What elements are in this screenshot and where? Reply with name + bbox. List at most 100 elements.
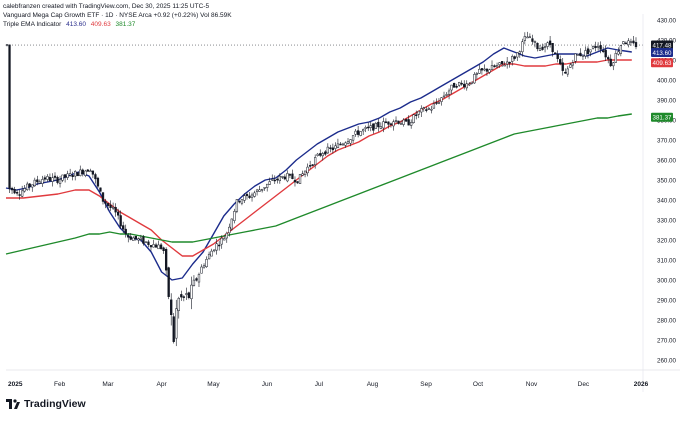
candle-body (298, 174, 302, 184)
candle-body (392, 121, 395, 127)
candle-body (106, 203, 110, 206)
candle-body (301, 173, 304, 176)
candle-body (356, 130, 360, 135)
candle-body (38, 181, 41, 184)
candle-body (364, 127, 367, 129)
candle-body (86, 169, 89, 172)
x-tick-label: 2025 (8, 381, 23, 388)
y-tick-label: 310.00 (657, 257, 676, 264)
candle-body (218, 244, 221, 247)
candle-body (475, 73, 479, 75)
candle-body (556, 54, 559, 60)
candle-body (172, 316, 175, 342)
candle-body (149, 245, 153, 248)
y-tick-label: 370.00 (657, 137, 676, 144)
tradingview-logo[interactable]: TradingView (6, 396, 86, 412)
candle-body (331, 147, 335, 151)
candle-body (18, 194, 21, 196)
candle-body (293, 179, 297, 183)
candle-body (526, 36, 529, 39)
x-tick-label: Feb (54, 381, 66, 388)
candle-body (351, 135, 355, 141)
candle-body (445, 94, 448, 96)
candle-body (74, 171, 77, 177)
candle-body (415, 114, 418, 116)
x-tick-label: Aug (367, 381, 379, 388)
candle-body (157, 244, 160, 250)
last-price-label-bg (651, 40, 673, 50)
candle-body (458, 82, 461, 86)
x-tick-label: Jul (315, 381, 324, 388)
candle-body (521, 41, 524, 53)
candle-body (440, 97, 443, 102)
candle-body (205, 259, 208, 267)
candle-body (463, 83, 466, 88)
candle-body (591, 46, 595, 49)
ema-fast-price-label-bg (651, 48, 673, 57)
candle-body (551, 43, 554, 53)
candle-body (564, 71, 567, 74)
candle-body (91, 170, 95, 175)
candle-body (210, 250, 213, 257)
candle-body (235, 199, 239, 212)
candle-body (584, 50, 587, 57)
candle-body (132, 237, 135, 241)
candle-body (225, 232, 228, 239)
ema-lines (5, 47, 632, 281)
candle-body (437, 102, 441, 104)
candle-body (541, 46, 544, 50)
candle-body (13, 189, 16, 194)
candle-body (369, 125, 372, 128)
candle-body (465, 83, 468, 89)
candle-body (212, 249, 216, 252)
candle-body (129, 236, 132, 240)
candle-body (483, 68, 486, 71)
candle-body (420, 108, 423, 113)
candle-body (377, 121, 380, 128)
candle-body (36, 179, 39, 183)
candle-body (480, 68, 484, 71)
candle-body (422, 107, 425, 109)
candle-body (223, 238, 226, 241)
candle-body (192, 279, 196, 286)
candle-body (478, 68, 481, 74)
candle-body (175, 308, 178, 339)
candle-body (614, 53, 617, 63)
y-tick-label: 320.00 (657, 237, 676, 244)
candle-body (79, 169, 82, 176)
candle-body (266, 183, 269, 188)
candle-body (134, 235, 137, 240)
candle-body (495, 65, 499, 68)
candle-body (94, 174, 97, 180)
candle-body (253, 192, 256, 197)
candle-body (407, 119, 410, 126)
candle-body (538, 48, 542, 51)
candle-body (303, 170, 307, 175)
candle-body (228, 226, 231, 234)
candle-body (425, 109, 428, 111)
candle-body (238, 200, 241, 203)
candle-body (528, 36, 532, 39)
candle-body (336, 143, 340, 148)
candle-body (412, 114, 415, 123)
candle-body (144, 241, 148, 244)
candle-body (581, 54, 585, 57)
y-tick-label: 300.00 (657, 277, 676, 284)
candle-body (417, 110, 420, 115)
candle-body (554, 52, 557, 55)
x-tick-label: May (207, 381, 220, 388)
candle-body (561, 62, 564, 71)
candle-body (296, 181, 299, 184)
y-tick-label: 260.00 (657, 357, 676, 364)
candle-body (602, 50, 605, 52)
candle-body (61, 174, 64, 181)
x-tick-label: Sep (420, 381, 432, 388)
candle-body (455, 86, 458, 88)
candle-body (579, 52, 582, 57)
symbol-line: Vanguard Mega Cap Growth ETF · 1D · NYSE… (3, 12, 232, 19)
candle-body (23, 188, 26, 192)
candle-body (84, 170, 87, 176)
candle-body (147, 241, 150, 245)
